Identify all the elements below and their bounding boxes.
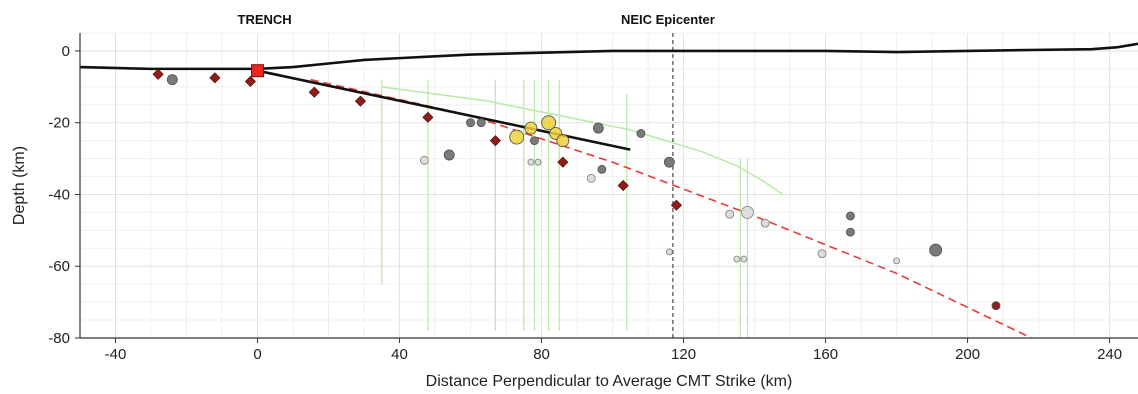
diamond-point	[617, 179, 629, 192]
circle-point	[476, 118, 486, 128]
x-tick-label: 40	[391, 346, 408, 363]
circle-point	[845, 211, 855, 221]
diamond-point	[670, 199, 683, 211]
circle-point	[893, 257, 901, 265]
diamond-point	[152, 68, 164, 80]
circle-point	[663, 156, 675, 168]
circle-point	[817, 249, 827, 259]
circle-point	[534, 158, 542, 166]
green-profile	[381, 86, 784, 196]
y-tick-label: 0	[62, 43, 70, 60]
trench-marker	[251, 64, 265, 78]
plot-background	[80, 33, 1138, 338]
circle-point	[419, 155, 429, 165]
circle-point	[541, 115, 557, 131]
circle-point	[733, 255, 741, 263]
x-tick-label: 240	[1097, 346, 1122, 363]
diamond-point	[244, 75, 256, 88]
circle-point	[597, 164, 607, 174]
circle-point	[529, 136, 539, 146]
x-tick-label: 160	[813, 346, 838, 363]
circle-point	[524, 121, 538, 135]
circle-point	[509, 129, 525, 145]
diamond-point	[308, 86, 320, 98]
grid	[79, 32, 1138, 339]
diamond-point	[354, 95, 367, 107]
circle-point	[725, 209, 735, 219]
circle-point	[443, 149, 455, 161]
y-tick-label: -80	[48, 330, 70, 347]
x-tick-label: -40	[105, 346, 127, 363]
trench-annotation: TRENCH	[238, 12, 292, 27]
circle-point	[527, 158, 535, 166]
circle-point	[741, 205, 754, 219]
circle-point	[929, 243, 943, 257]
circle-point	[166, 74, 178, 86]
circle-point	[991, 301, 1001, 311]
x-tick-label: 120	[671, 346, 696, 363]
y-tick-label: -60	[48, 258, 70, 275]
point-layer	[152, 64, 1001, 311]
circle-point	[665, 248, 673, 256]
y-tick-label: -20	[48, 115, 70, 132]
diamond-point	[557, 156, 569, 168]
circle-point	[556, 134, 570, 148]
y-axis-label: Depth (km)	[11, 146, 28, 225]
y-tick-label: -40	[48, 186, 70, 203]
x-axis-label: Distance Perpendicular to Average CMT St…	[426, 373, 793, 390]
circle-point	[760, 218, 770, 228]
x-tick-label: 80	[533, 346, 550, 363]
circle-point	[740, 255, 748, 263]
x-tick-label: 200	[955, 346, 980, 363]
diamond-point	[209, 72, 221, 84]
circle-point	[845, 227, 855, 237]
axes: -40 0 40 80 120 160 200 240 0 -20 -40 -60 -80	[48, 33, 1138, 363]
line-layer	[79, 33, 1138, 339]
diamond-point	[422, 111, 434, 123]
circle-point	[586, 173, 596, 183]
green-profile-layer	[381, 79, 784, 338]
diamond-point	[489, 135, 501, 147]
topography-line	[79, 42, 1138, 71]
slab-model-solid	[257, 69, 631, 151]
circle-point	[592, 122, 604, 134]
circle-point	[466, 118, 475, 128]
epicenter-annotation: NEIC Epicenter	[621, 12, 715, 27]
circle-point	[636, 129, 646, 138]
x-tick-label: 0	[253, 346, 261, 363]
